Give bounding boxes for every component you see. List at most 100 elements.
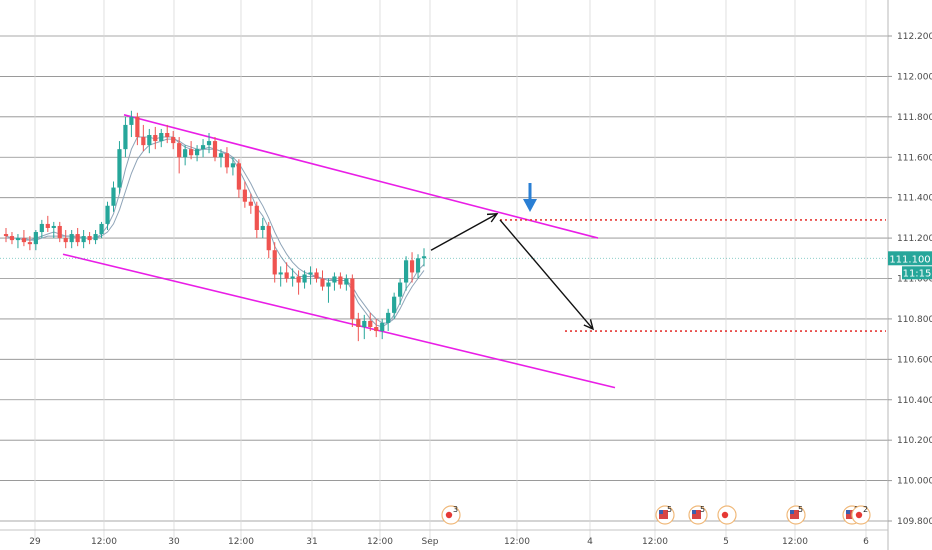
candle <box>171 130 176 150</box>
event-marker-3-count: 5 <box>700 505 705 514</box>
time-tick-label: 12:00 <box>228 537 254 547</box>
event-marker-4[interactable] <box>717 505 737 525</box>
candle-body <box>320 278 325 287</box>
candle-body <box>189 149 194 156</box>
event-marker-2-flag-canton <box>659 510 663 514</box>
moving-averages <box>5 136 425 328</box>
event-marker-2[interactable]: 5 <box>655 505 675 525</box>
price-tick-label: 111.800 <box>897 113 932 123</box>
arrow-up-projection[interactable] <box>430 213 499 251</box>
candle-body <box>224 153 230 168</box>
price-badge-label: 111.100 <box>889 254 930 265</box>
candle <box>374 318 379 338</box>
time-axis[interactable]: 29 12:00 30 12:00 31 12:00 Sep 12:00 4 12:00 5 12:0… <box>0 529 888 547</box>
event-marker-1[interactable]: 3 <box>441 505 461 525</box>
event-markers[interactable]: 355582 <box>441 505 871 525</box>
channel-upper-line[interactable] <box>123 114 599 239</box>
candle-body <box>218 153 224 158</box>
candle-body <box>57 225 62 239</box>
time-tick-label: 29 <box>29 537 41 547</box>
event-marker-5[interactable]: 5 <box>786 505 806 525</box>
candle-body <box>165 133 170 138</box>
candle <box>230 157 236 176</box>
price-tick-label: 110.000 <box>897 477 932 487</box>
grid <box>0 0 888 540</box>
candle-body <box>99 223 104 235</box>
candle <box>290 268 295 287</box>
event-marker-7-count: 2 <box>863 505 868 514</box>
candle <box>362 314 367 340</box>
time-tick-label: 12:00 <box>367 537 393 547</box>
candle <box>224 147 230 174</box>
candle <box>350 274 355 327</box>
channel-lower-line[interactable] <box>62 253 616 389</box>
candle-body <box>183 149 188 158</box>
candle <box>189 141 194 160</box>
candle <box>69 230 74 249</box>
candle-body <box>392 296 397 313</box>
candle <box>326 278 331 303</box>
candle <box>409 252 415 283</box>
candle-body <box>290 276 295 279</box>
candle <box>206 133 212 154</box>
candle <box>218 149 224 168</box>
arrow-down-projection-head <box>583 319 595 331</box>
candle-body <box>93 234 98 241</box>
event-marker-3-flag-icon <box>692 510 701 519</box>
candle-body <box>350 278 355 319</box>
event-marker-6-flag-icon <box>846 510 855 519</box>
time-tick-label: 30 <box>168 537 180 547</box>
candle-body <box>105 205 110 224</box>
candle-body <box>81 236 86 243</box>
event-marker-7-dot-icon <box>855 511 863 519</box>
candle <box>15 234 21 249</box>
candle <box>403 256 409 291</box>
price-tick-label: 111.400 <box>897 194 932 204</box>
event-marker-6-flag-canton <box>846 510 850 514</box>
time-tick-label: 5 <box>723 537 729 547</box>
projection-arrows[interactable] <box>430 213 595 331</box>
candle <box>278 266 283 287</box>
candle <box>266 221 271 259</box>
event-marker-3-flag-canton <box>692 510 696 514</box>
candle-body <box>374 327 379 332</box>
time-badge <box>902 266 932 280</box>
event-marker-3[interactable]: 5 <box>688 505 708 525</box>
candle-body <box>3 234 9 237</box>
event-marker-7[interactable]: 2 <box>851 505 871 525</box>
time-badge-label: 11:15 <box>903 268 932 279</box>
candles <box>3 110 427 342</box>
candle <box>308 266 313 285</box>
price-tick-label: 112.200 <box>897 32 932 42</box>
level-lines[interactable] <box>500 219 886 332</box>
time-tick-label: 12:00 <box>782 537 808 547</box>
candle <box>129 110 134 138</box>
candle-body <box>332 276 337 283</box>
candle-body <box>111 187 116 206</box>
time-tick-label: 12:00 <box>91 537 117 547</box>
candle <box>194 145 200 162</box>
event-marker-5-count: 5 <box>798 505 803 514</box>
price-tick-label: 110.800 <box>897 315 932 325</box>
arrow-down-projection[interactable] <box>499 219 595 331</box>
candle-body <box>409 260 415 273</box>
candle-body <box>403 260 409 283</box>
candle <box>75 227 80 247</box>
candle <box>392 292 397 319</box>
candle <box>254 201 259 239</box>
candle <box>51 221 56 239</box>
candle-body <box>338 276 343 285</box>
candle-body <box>51 225 56 228</box>
candle-body <box>69 234 74 243</box>
candle-body <box>242 189 247 202</box>
candle <box>105 201 110 230</box>
candle <box>183 145 188 166</box>
event-marker-2-flag-icon <box>659 510 668 519</box>
marker-arrow-head <box>523 199 537 212</box>
candle <box>21 230 27 247</box>
channel-lines[interactable] <box>62 114 616 389</box>
candle-body <box>284 272 289 279</box>
